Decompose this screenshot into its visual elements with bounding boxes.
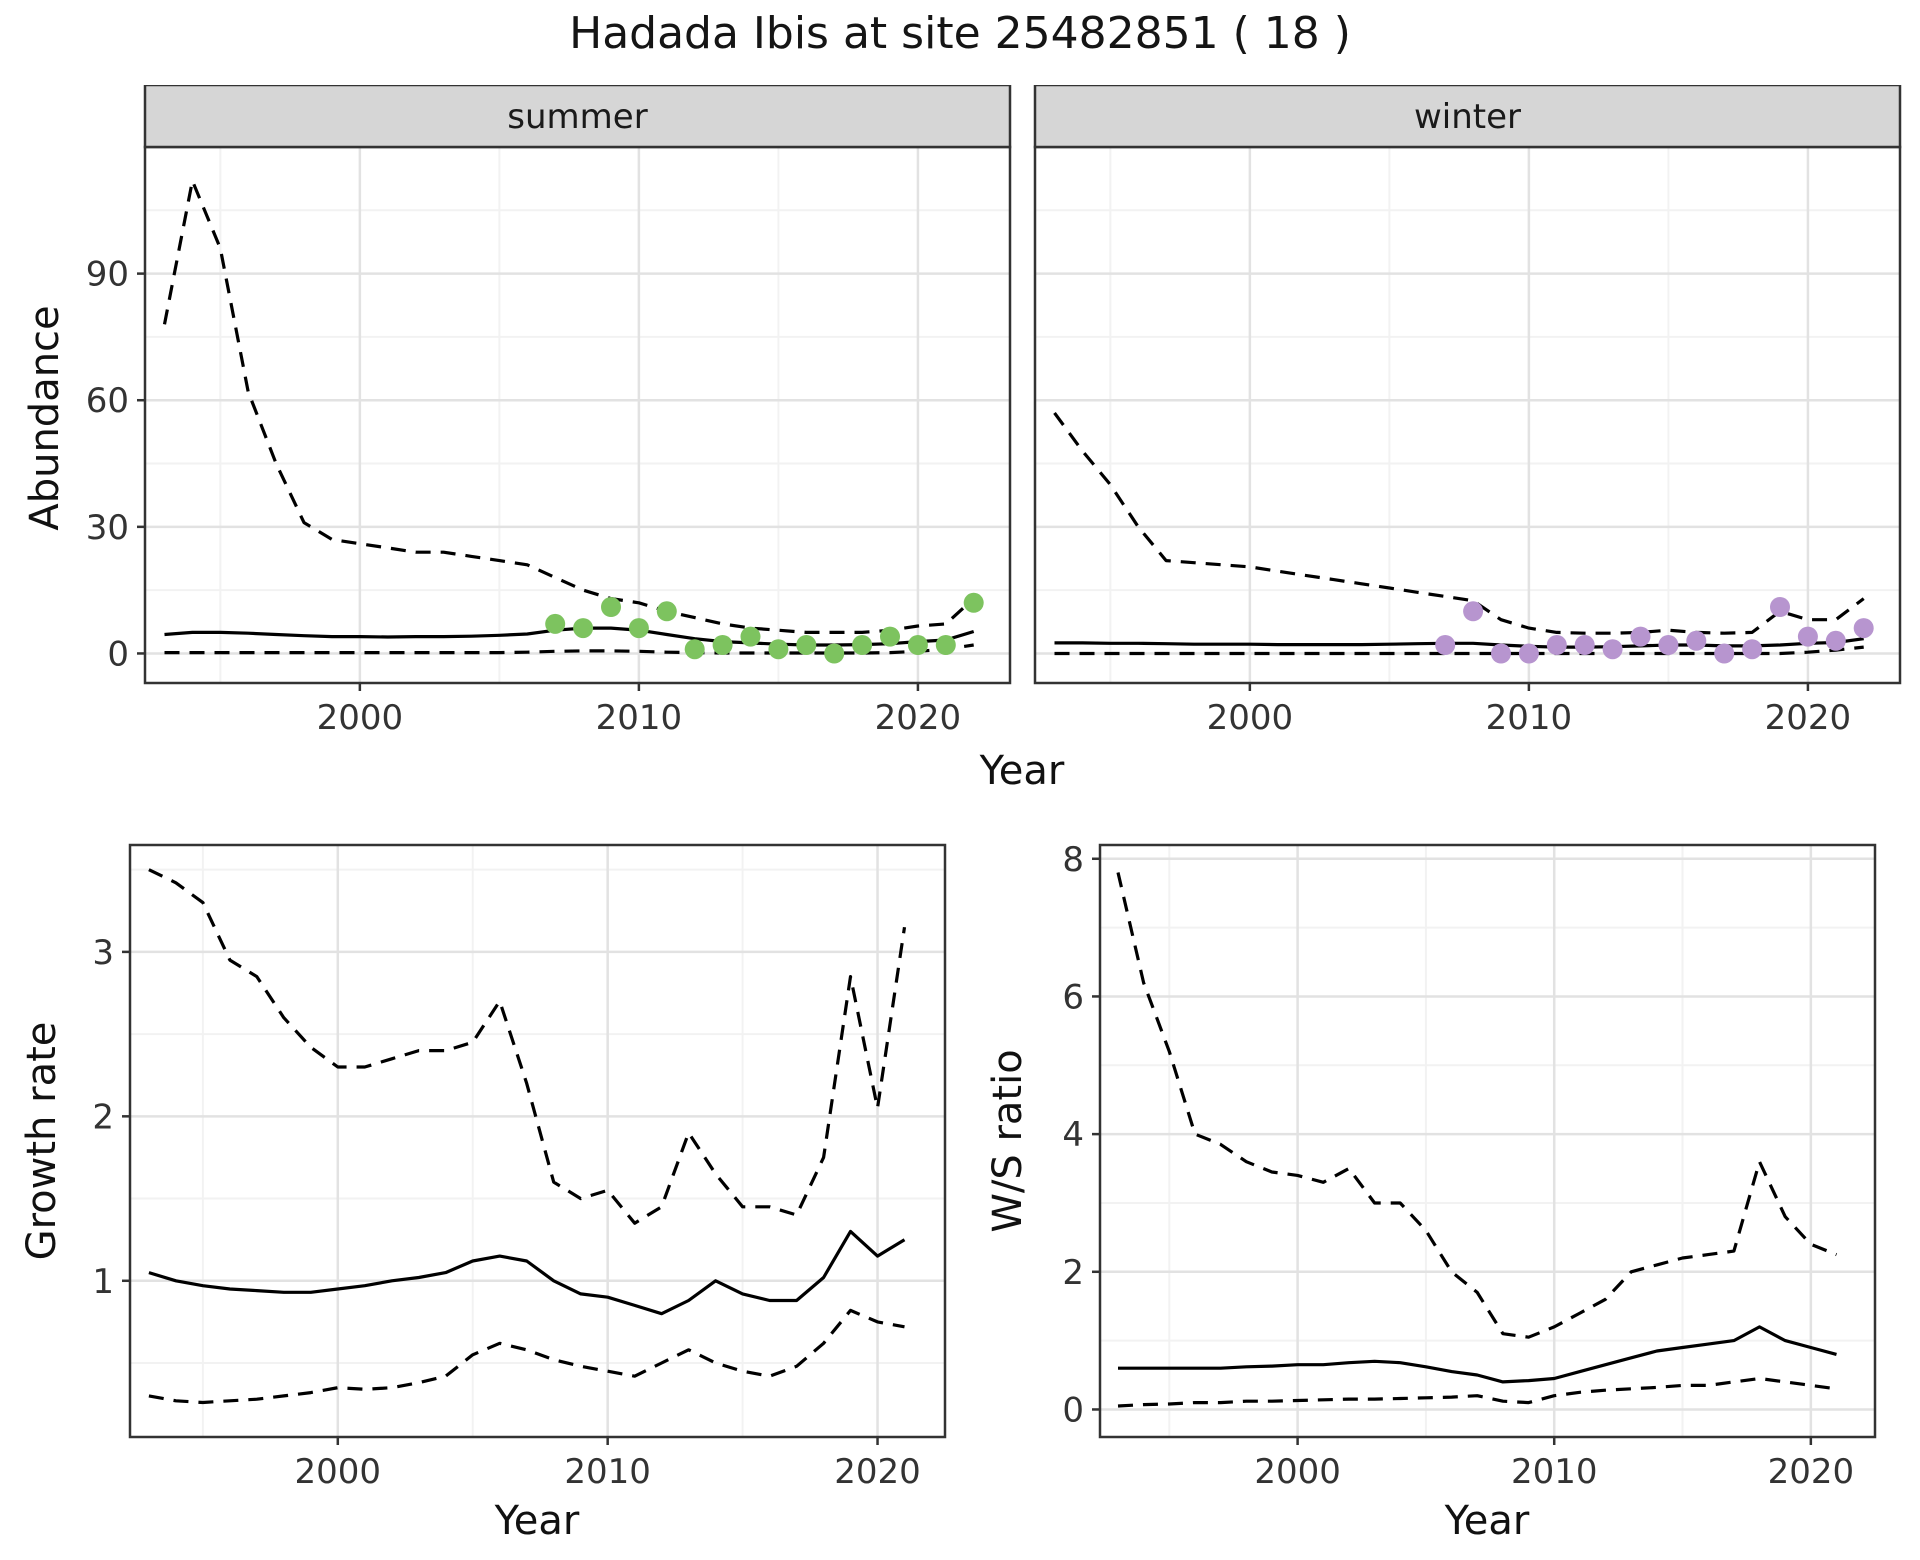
observed-point bbox=[768, 639, 789, 660]
observed-point bbox=[1797, 626, 1818, 647]
x-tick-label: 2010 bbox=[1486, 698, 1573, 738]
x-tick-label: 2010 bbox=[564, 1452, 651, 1492]
y-tick-label: 60 bbox=[86, 381, 129, 421]
observed-point bbox=[935, 635, 956, 655]
observed-point bbox=[656, 601, 677, 622]
observed-point bbox=[852, 635, 873, 655]
lower-ci-line bbox=[1054, 645, 1864, 656]
observed-point bbox=[1463, 601, 1484, 622]
observed-point bbox=[573, 618, 594, 639]
y-axis-label-abundance: Abundance bbox=[22, 305, 68, 531]
observed-point bbox=[1630, 626, 1651, 647]
x-tick-label: 2020 bbox=[1768, 1452, 1855, 1492]
x-tick-label: 2000 bbox=[1254, 1452, 1341, 1492]
x-tick-label: 2010 bbox=[596, 698, 683, 738]
facet-strip-label: summer bbox=[507, 97, 647, 137]
y-tick-label: 30 bbox=[86, 508, 129, 548]
y-tick-label: 4 bbox=[1062, 1115, 1084, 1155]
observed-point bbox=[1602, 639, 1623, 660]
panel-background bbox=[130, 845, 945, 1437]
winter-abundance-chart: winter 2000 2010 2020 bbox=[1033, 85, 1902, 738]
y-tick-label: 0 bbox=[1062, 1390, 1084, 1430]
x-tick-label: 2000 bbox=[317, 698, 404, 738]
panel-background bbox=[145, 147, 1010, 683]
observed-point bbox=[628, 618, 649, 639]
x-tick-label: 2010 bbox=[1511, 1452, 1598, 1492]
observed-point bbox=[712, 635, 733, 655]
y-axis-label-growth-rate: Growth rate bbox=[19, 1021, 65, 1261]
observed-point bbox=[1574, 635, 1595, 655]
x-tick-label: 2020 bbox=[1765, 698, 1852, 738]
observed-point bbox=[1491, 643, 1511, 664]
observed-point bbox=[545, 613, 566, 634]
lower-ci-line bbox=[148, 1308, 905, 1405]
y-tick-label: 3 bbox=[92, 933, 114, 973]
observed-point bbox=[796, 635, 817, 655]
facet-strip-label: winter bbox=[1414, 97, 1521, 137]
upper-ci-line bbox=[1116, 872, 1838, 1339]
upper-ci-line bbox=[1053, 411, 1865, 635]
observed-point bbox=[1825, 630, 1846, 651]
observed-point bbox=[880, 626, 900, 647]
observed-point bbox=[963, 592, 984, 613]
x-tick-label: 2000 bbox=[1207, 698, 1294, 738]
median-line bbox=[148, 1229, 906, 1316]
panel-background bbox=[1035, 147, 1900, 683]
y-tick-label: 1 bbox=[92, 1262, 114, 1302]
lower-ci-line bbox=[164, 643, 974, 655]
observed-point bbox=[1686, 630, 1707, 651]
observed-point bbox=[824, 643, 845, 664]
panel-border bbox=[1098, 843, 1877, 1439]
observed-point bbox=[1518, 643, 1539, 664]
y-tick-label: 0 bbox=[107, 634, 129, 674]
observed-point bbox=[1853, 618, 1874, 639]
y-tick-label: 6 bbox=[1062, 977, 1084, 1017]
observed-point bbox=[1714, 643, 1735, 664]
panel-border bbox=[128, 843, 947, 1439]
observed-point bbox=[601, 597, 621, 617]
observed-point bbox=[1770, 597, 1790, 617]
growth-rate-chart: 2000 2010 2020 1 2 3 bbox=[92, 843, 947, 1492]
observed-point bbox=[1546, 635, 1567, 655]
lower-ci-line bbox=[1117, 1376, 1837, 1408]
observed-point bbox=[684, 639, 705, 660]
observed-point bbox=[1435, 635, 1456, 655]
x-axis-label-year-ws: Year bbox=[1444, 1498, 1530, 1544]
panel-background bbox=[1100, 845, 1875, 1437]
y-tick-label: 2 bbox=[1062, 1253, 1084, 1293]
upper-ci-line bbox=[162, 179, 975, 634]
y-tick-label: 2 bbox=[92, 1097, 114, 1137]
x-axis-label-year-top: Year bbox=[979, 748, 1065, 794]
y-tick-label: 90 bbox=[86, 255, 129, 295]
x-tick-label: 2000 bbox=[295, 1452, 382, 1492]
facet-strip bbox=[143, 85, 1012, 149]
ws-ratio-chart: 2000 2010 2020 0 2 4 6 8 bbox=[1062, 840, 1877, 1492]
upper-ci-line bbox=[148, 868, 907, 1225]
x-axis-label-year-growth: Year bbox=[494, 1498, 580, 1544]
observed-point bbox=[1742, 639, 1763, 660]
y-tick-label: 8 bbox=[1062, 840, 1084, 880]
x-tick-label: 2020 bbox=[875, 698, 962, 738]
summer-abundance-chart: summer 2000 2010 2020 0 30 60 90 bbox=[86, 85, 1012, 738]
observed-point bbox=[907, 635, 928, 655]
y-axis-label-ws-ratio: W/S ratio bbox=[985, 1049, 1031, 1233]
x-tick-label: 2020 bbox=[834, 1452, 921, 1492]
median-line bbox=[1118, 1325, 1837, 1384]
page-title: Hadada Ibis at site 25482851 ( 18 ) bbox=[569, 8, 1351, 59]
observed-point bbox=[740, 626, 761, 647]
observed-point bbox=[1658, 635, 1679, 655]
facet-strip bbox=[1033, 85, 1902, 149]
